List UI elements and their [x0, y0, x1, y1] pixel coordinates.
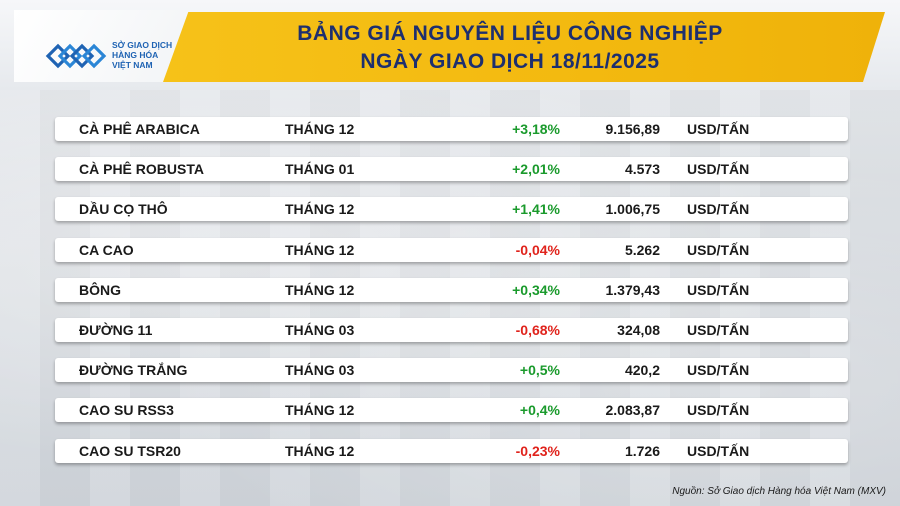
change-percent: +1,41% [512, 201, 560, 218]
price-value: 1.726 [624, 442, 660, 459]
price-unit: USD/TẤN [687, 442, 750, 459]
change-percent: -0,04% [515, 241, 560, 258]
logo: SỞ GIAO DỊCH HÀNG HÓA VIỆT NAM [14, 10, 189, 82]
price-value: 420,2 [624, 362, 660, 379]
logo-text: SỞ GIAO DỊCH HÀNG HÓA VIỆT NAM [112, 40, 192, 70]
change-percent: +3,18% [512, 121, 560, 137]
commodity-name: ĐƯỜNG 11 [79, 321, 153, 338]
logo-line-1: SỞ GIAO DỊCH [112, 40, 173, 50]
price-value: 5.262 [624, 241, 660, 258]
contract-month: THÁNG 12 [285, 201, 355, 218]
price-value: 324,08 [617, 321, 660, 338]
contract-month: THÁNG 03 [285, 362, 355, 379]
price-value: 2.083,87 [605, 402, 661, 419]
mxv-logo-icon [44, 36, 108, 76]
price-unit: USD/TẤN [687, 201, 750, 218]
table-row: CÀ PHÊ ROBUSTA THÁNG 01 +2,01% 4.573 USD/TẤN [55, 157, 848, 182]
page-title: BẢNG GIÁ NGUYÊN LIỆU CÔNG NGHIỆP NGÀY GI… [200, 20, 820, 76]
contract-month: THÁNG 12 [285, 281, 355, 298]
change-percent: +0,34% [512, 281, 560, 298]
price-value: 1.379,43 [605, 281, 661, 298]
price-value: 4.573 [624, 161, 660, 178]
commodity-name: ĐƯỜNG TRẮNG [79, 362, 188, 379]
title-band [150, 12, 885, 82]
contract-month: THÁNG 12 [285, 402, 355, 419]
table-row: ĐƯỜNG 11 THÁNG 03 -0,68% 324,08 USD/TẤN [55, 317, 848, 342]
change-percent: -0,68% [515, 321, 560, 338]
table-row: BÔNG THÁNG 12 +0,34% 1.379,43 USD/TẤN [55, 277, 848, 302]
price-unit: USD/TẤN [687, 362, 750, 379]
table-row: CAO SU TSR20 THÁNG 12 -0,23% 1.726 USD/TẤN [55, 438, 848, 463]
title-line-2: NGÀY GIAO DỊCH 18/11/2025 [360, 50, 660, 73]
commodity-name: CÀ PHÊ ROBUSTA [79, 161, 204, 178]
price-unit: USD/TẤN [687, 161, 750, 178]
table-row: CAO SU RSS3 THÁNG 12 +0,4% 2.083,87 USD/TẤN [55, 398, 848, 423]
source-note: Nguồn: Sở Giao dịch Hàng hóa Việt Nam (M… [672, 486, 886, 497]
price-table: CÀ PHÊ ARABICA THÁNG 12 +3,18% 9.156,89 USD/… [55, 117, 848, 479]
change-percent: -0,23% [515, 442, 560, 459]
change-percent: +0,4% [519, 402, 560, 419]
commodity-name: DẦU CỌ THÔ [79, 201, 168, 218]
commodity-name: CAO SU RSS3 [79, 402, 174, 419]
logo-line-2: HÀNG HÓA [112, 50, 159, 60]
table-row: DẦU CỌ THÔ THÁNG 12 +1,41% 1.006,75 USD/TẤN [55, 197, 848, 222]
contract-month: THÁNG 12 [285, 121, 355, 137]
price-unit: USD/TẤN [687, 321, 750, 338]
commodity-name: CAO SU TSR20 [79, 442, 181, 459]
logo-line-3: VIỆT NAM [112, 60, 153, 70]
commodity-name: CÀ PHÊ ARABICA [79, 121, 200, 137]
title-line-1: BẢNG GIÁ NGUYÊN LIỆU CÔNG NGHIỆP [297, 22, 723, 45]
price-unit: USD/TẤN [687, 241, 750, 258]
table-row: ĐƯỜNG TRẮNG THÁNG 03 +0,5% 420,2 USD/TẤN [55, 358, 848, 383]
table-row: CA CAO THÁNG 12 -0,04% 5.262 USD/TẤN [55, 237, 848, 262]
price-unit: USD/TẤN [687, 121, 750, 137]
change-percent: +2,01% [512, 161, 560, 178]
commodity-name: CA CAO [79, 241, 134, 258]
contract-month: THÁNG 01 [285, 161, 355, 178]
commodity-name: BÔNG [79, 281, 121, 298]
contract-month: THÁNG 12 [285, 442, 355, 459]
price-value: 9.156,89 [605, 121, 661, 137]
price-unit: USD/TẤN [687, 281, 750, 298]
contract-month: THÁNG 03 [285, 321, 355, 338]
table-row: CÀ PHÊ ARABICA THÁNG 12 +3,18% 9.156,89 USD/… [55, 117, 848, 141]
change-percent: +0,5% [519, 362, 560, 379]
price-value: 1.006,75 [605, 201, 661, 218]
price-unit: USD/TẤN [687, 402, 750, 419]
contract-month: THÁNG 12 [285, 241, 355, 258]
